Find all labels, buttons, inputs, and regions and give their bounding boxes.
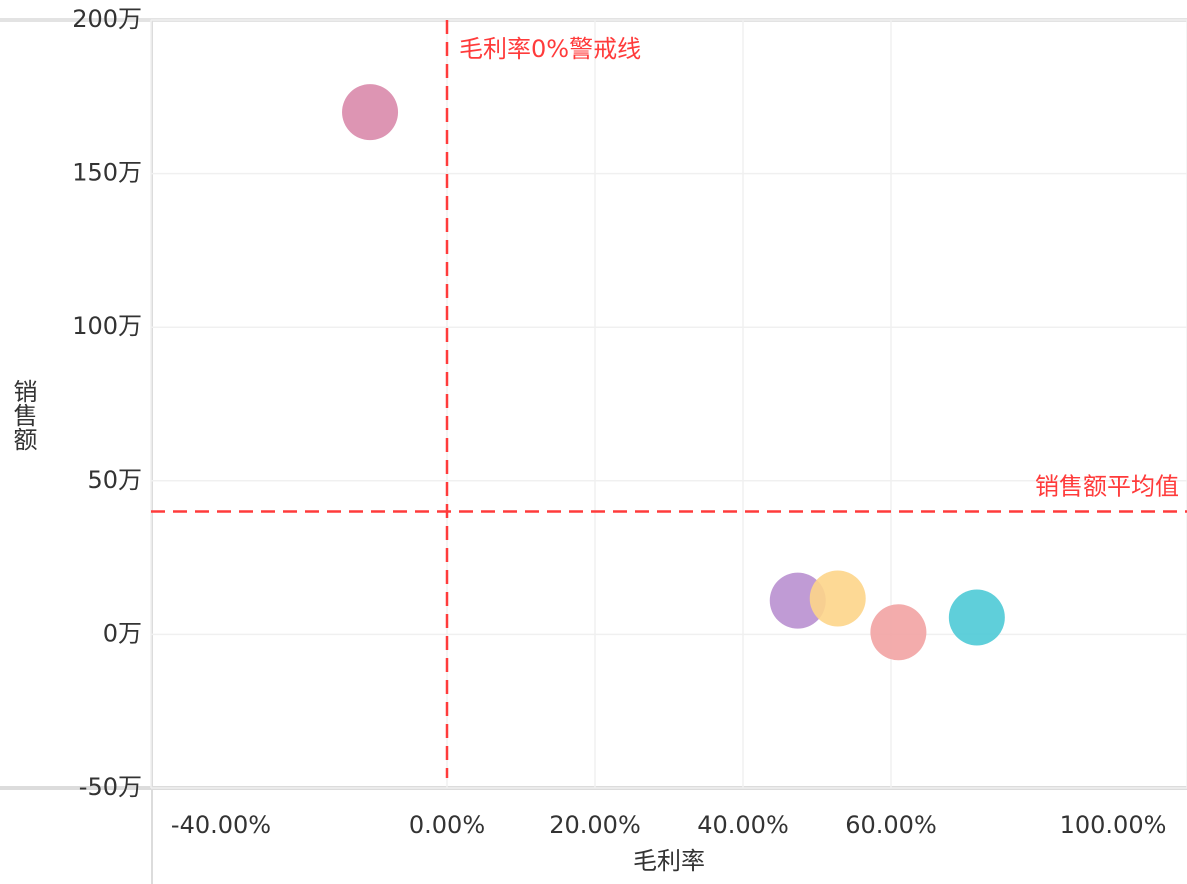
y-tick-label: 50万: [87, 466, 142, 494]
x-axis-title: 毛利率: [633, 847, 705, 875]
y-axis-title: 销售额: [9, 379, 37, 451]
y-tick-label: 200万: [72, 5, 142, 33]
x-tick-label: 0.00%: [409, 811, 485, 839]
point: [342, 84, 399, 141]
y-tick-label: 0万: [103, 619, 142, 647]
x-tick-label: 100.00%: [1060, 811, 1167, 839]
y-tick-label: 100万: [72, 312, 142, 340]
y-tick-label: -50万: [79, 773, 142, 801]
x-tick-label: 40.00%: [697, 811, 789, 839]
x-tick-label: -40.00%: [171, 811, 271, 839]
x-tick-label: 60.00%: [845, 811, 937, 839]
reference-label: 毛利率0%警戒线: [459, 35, 641, 63]
x-tick-label: 20.00%: [549, 811, 641, 839]
point: [809, 570, 866, 627]
point: [870, 604, 927, 661]
point: [769, 572, 826, 629]
y-tick-label: 150万: [72, 159, 142, 187]
reference-label: 销售额平均值: [1035, 473, 1179, 501]
point: [948, 589, 1005, 646]
